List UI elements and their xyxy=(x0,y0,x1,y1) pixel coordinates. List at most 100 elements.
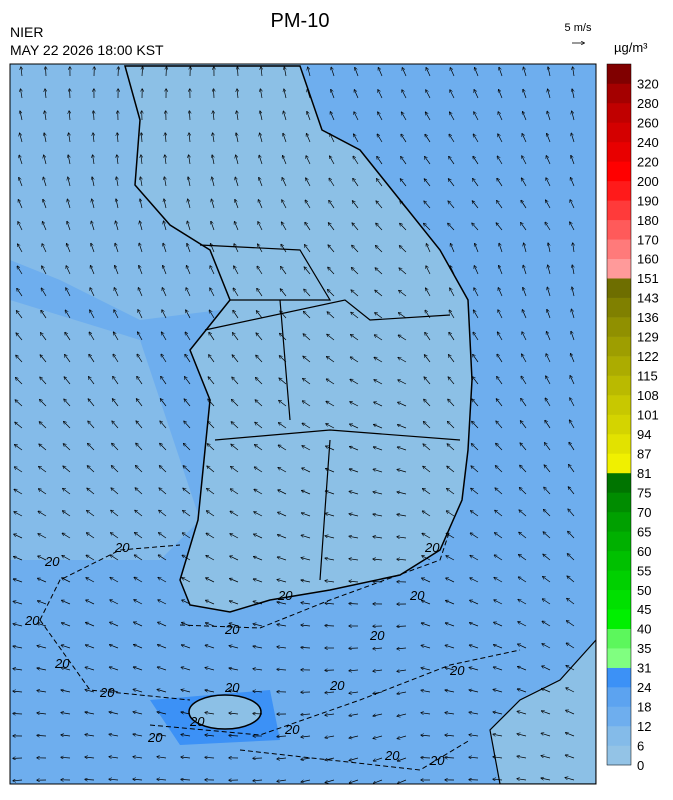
legend-cell xyxy=(607,298,631,318)
title: PM-10 xyxy=(271,10,330,32)
legend-label: 94 xyxy=(637,427,651,442)
contour-label: 20 xyxy=(147,730,163,745)
legend-cell xyxy=(607,668,631,688)
wind-arrow xyxy=(253,714,262,715)
legend-cell xyxy=(607,434,631,454)
contour-label: 20 xyxy=(99,685,115,700)
map: 20 20 20 20 20 20 20 20 20 20 20 20 20 2… xyxy=(10,64,596,784)
legend-cell xyxy=(607,64,631,84)
legend-label: 220 xyxy=(637,154,659,169)
contour-label: 20 xyxy=(329,678,345,693)
legend-cell xyxy=(607,142,631,162)
legend-cell xyxy=(607,103,631,123)
wind-arrow xyxy=(373,582,382,583)
legend-cell xyxy=(607,609,631,629)
legend-label: 24 xyxy=(637,680,651,695)
contour-label: 20 xyxy=(429,753,445,768)
legend-cell xyxy=(607,122,631,142)
wind-arrow xyxy=(13,714,22,715)
legend-label: 40 xyxy=(637,622,651,637)
legend-label: 320 xyxy=(637,76,659,91)
wind-arrow xyxy=(421,758,430,759)
legend-label: 31 xyxy=(637,661,651,676)
legend-label: 280 xyxy=(637,96,659,111)
legend-label: 60 xyxy=(637,544,651,559)
legend-label: 136 xyxy=(637,310,659,325)
wind-arrow xyxy=(214,89,215,98)
legend-label: 151 xyxy=(637,271,659,286)
wind-arrow xyxy=(349,604,358,605)
legend-cell xyxy=(607,395,631,415)
legend-cell xyxy=(607,531,631,551)
legend-label: 180 xyxy=(637,213,659,228)
legend-label: 35 xyxy=(637,641,651,656)
wind-arrow xyxy=(70,89,71,98)
legend-cell xyxy=(607,551,631,571)
legend-cell xyxy=(607,317,631,337)
wind-arrow xyxy=(325,626,334,627)
legend-label: 122 xyxy=(637,349,659,364)
contour-label: 20 xyxy=(369,628,385,643)
legend-label: 12 xyxy=(637,719,651,734)
legend-cell xyxy=(607,356,631,376)
legend-label: 260 xyxy=(637,115,659,130)
contour-label: 20 xyxy=(224,680,240,695)
legend-label: 0 xyxy=(637,758,644,773)
legend-label: 160 xyxy=(637,252,659,267)
contour-label: 20 xyxy=(24,613,40,628)
legend-cell xyxy=(607,259,631,279)
legend-cell xyxy=(607,337,631,357)
contour-label: 20 xyxy=(189,714,205,729)
legend-label: 6 xyxy=(637,739,644,754)
legend-cell xyxy=(607,629,631,649)
contour-label: 20 xyxy=(284,722,300,737)
legend-cell xyxy=(607,376,631,396)
legend-label: 75 xyxy=(637,485,651,500)
wind-arrow xyxy=(166,67,167,76)
wind-arrow xyxy=(118,67,119,76)
legend-label: 129 xyxy=(637,330,659,345)
legend-cell xyxy=(607,648,631,668)
legend-cell xyxy=(607,570,631,590)
legend-label: 240 xyxy=(637,135,659,150)
unit: µg/m³ xyxy=(614,40,648,55)
wind-arrow xyxy=(46,67,47,76)
wind-arrow xyxy=(397,626,406,627)
legend-cell xyxy=(607,590,631,610)
legend-label: 143 xyxy=(637,291,659,306)
legend-cell xyxy=(607,726,631,746)
legend-cell xyxy=(607,473,631,493)
legend-cell xyxy=(607,181,631,201)
wind-scale-label: 5 m/s xyxy=(565,22,592,34)
legend-cell xyxy=(607,512,631,532)
legend-cell xyxy=(607,415,631,435)
contour-label: 20 xyxy=(54,656,70,671)
contour-label: 20 xyxy=(449,663,465,678)
legend-label: 108 xyxy=(637,388,659,403)
legend-label: 45 xyxy=(637,602,651,617)
legend-cell xyxy=(607,239,631,259)
legend-cell xyxy=(607,278,631,298)
legend-label: 18 xyxy=(637,700,651,715)
datetime: MAY 22 2026 18:00 KST xyxy=(10,42,164,58)
legend-label: 170 xyxy=(637,232,659,247)
legend-label: 190 xyxy=(637,193,659,208)
legend-cell xyxy=(607,161,631,181)
legend-cell xyxy=(607,200,631,220)
contour-label: 20 xyxy=(114,540,130,555)
legend-cell xyxy=(607,220,631,240)
legend-label: 87 xyxy=(637,446,651,461)
legend-label: 200 xyxy=(637,174,659,189)
contour-label: 20 xyxy=(277,588,293,603)
legend-cell xyxy=(607,83,631,103)
legend-cell xyxy=(607,453,631,473)
contour-label: 20 xyxy=(44,554,60,569)
legend-label: 101 xyxy=(637,408,659,423)
legend: 0612182431354045505560657075818794101108… xyxy=(607,64,659,773)
contour-label: 20 xyxy=(424,540,440,555)
legend-label: 70 xyxy=(637,505,651,520)
legend-cell xyxy=(607,707,631,727)
legend-label: 115 xyxy=(637,369,658,384)
legend-cell xyxy=(607,492,631,512)
